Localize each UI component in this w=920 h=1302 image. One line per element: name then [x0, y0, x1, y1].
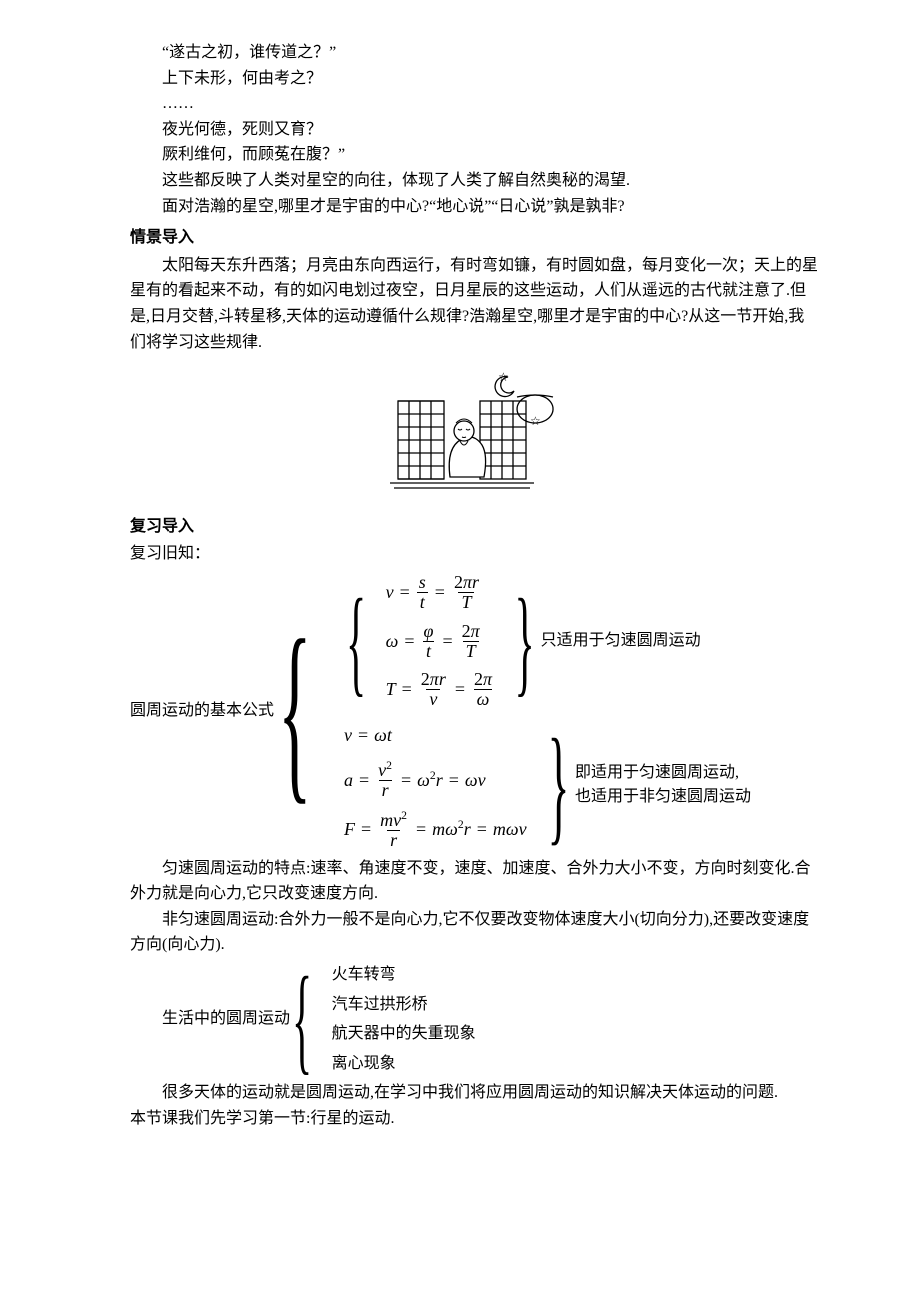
inner-brace-close-icon: }: [514, 605, 534, 677]
list-item: 航天器中的失重现象: [332, 1021, 476, 1047]
svg-text:☆: ☆: [530, 414, 541, 428]
quote-conclusion-2: 面对浩瀚的星空,哪里才是宇宙的中心?“地心说”“日心说”孰是孰非?: [130, 194, 820, 220]
circular-motion-formulae: 圆周运动的基本公式 { { v= st = 2πrT ω= φt =: [130, 573, 820, 850]
formula-group-1: { v= st = 2πrT ω= φt = 2πT T: [344, 573, 751, 709]
outer-brace-icon: {: [278, 651, 312, 771]
eq-omega: ω= φt = 2πT: [386, 622, 495, 661]
scene-heading: 情景导入: [130, 225, 820, 251]
list-item: 火车转弯: [332, 962, 476, 988]
page: “遂古之初，谁传道之？” 上下未形，何由考之？ …… 夜光何德，死则又育？ 厥利…: [0, 0, 920, 1302]
life-circular-motion: 生活中的圆周运动 { 火车转弯 汽车过拱形桥 航天器中的失重现象 离心现象: [162, 962, 820, 1076]
closing-p1: 很多天体的运动就是圆周运动,在学习中我们将应用圆周运动的知识解决天体运动的问题.: [130, 1080, 820, 1106]
group2-note: 即适用于匀速圆周运动, 也适用于非匀速圆周运动: [575, 761, 751, 809]
group1-inner: v= st = 2πrT ω= φt = 2πT T= 2πrv =: [386, 573, 495, 709]
review-heading: 复习导入: [130, 514, 820, 540]
eq-F: F= mv2r = mω2r = mωv: [344, 810, 527, 850]
after-formula-p2: 非匀速圆周运动:合外力一般不是向心力,它不仅要改变物体速度大小(切向分力),还要…: [130, 907, 820, 958]
formula-label: 圆周运动的基本公式: [130, 698, 274, 724]
after-formula-p1: 匀速圆周运动的特点:速率、角速度不变，速度、加速度、合外力大小不变，方向时刻变化…: [130, 856, 820, 907]
life-brace-icon: {: [292, 983, 312, 1055]
quote-line-1: “遂古之初，谁传道之？”: [130, 40, 820, 66]
group2-inner: v=ωt a= v2r = ω2r = ωv F= mv2r = mω2: [344, 721, 527, 849]
eq-v: v= st = 2πrT: [386, 573, 495, 612]
formula-column: { v= st = 2πrT ω= φt = 2πT T: [344, 573, 751, 850]
quote-line-5: 厥利维何，而顾菟在腹？”: [130, 142, 820, 168]
quote-conclusion-1: 这些都反映了人类对星空的向往，体现了人类了解自然奥秘的渴望.: [130, 168, 820, 194]
group1-note: 只适用于匀速圆周运动: [541, 628, 701, 654]
eq-T: T= 2πrv = 2πω: [386, 670, 495, 709]
eq-v-omega-t: v=ωt: [344, 721, 527, 750]
life-list-items: 火车转弯 汽车过拱形桥 航天器中的失重现象 离心现象: [332, 962, 476, 1076]
list-item: 汽车过拱形桥: [332, 992, 476, 1018]
list-item: 离心现象: [332, 1051, 476, 1077]
review-sub: 复习旧知：: [130, 541, 820, 567]
inner-brace-open-icon: {: [346, 605, 366, 677]
eq-a: a= v2r = ω2r = ωv: [344, 760, 527, 800]
quote-line-3: ……: [130, 91, 820, 117]
group2-brace-close-icon: }: [547, 746, 569, 824]
formula-group-2: v=ωt a= v2r = ω2r = ωv F= mv2r = mω2: [344, 721, 751, 849]
observer-figure: ☆ ☆: [130, 365, 820, 504]
observer-illustration-icon: ☆ ☆: [380, 365, 570, 495]
scene-body: 太阳每天东升西落；月亮由东向西运行，有时弯如镰，有时圆如盘，每月变化一次；天上的…: [130, 253, 820, 355]
quote-line-4: 夜光何德，死则又育？: [130, 117, 820, 143]
closing-p2: 本节课我们先学习第一节:行星的运动.: [130, 1106, 820, 1132]
life-list-label: 生活中的圆周运动: [162, 1006, 290, 1032]
quote-line-2: 上下未形，何由考之？: [130, 66, 820, 92]
